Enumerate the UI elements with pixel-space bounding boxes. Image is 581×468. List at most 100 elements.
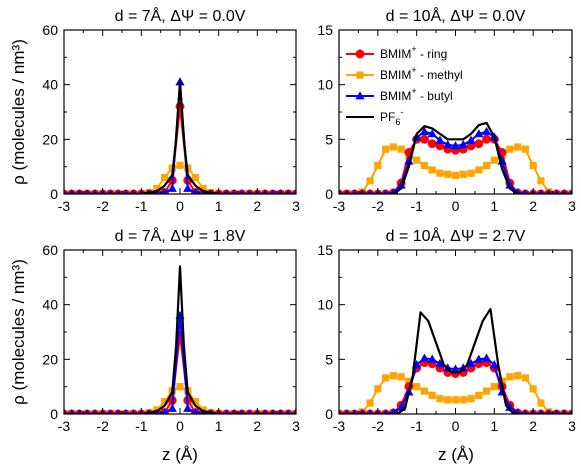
data-point-butyl [76, 409, 83, 414]
data-point-methyl [521, 374, 529, 382]
data-point-butyl [192, 407, 199, 414]
series-line-butyl [339, 130, 572, 194]
series-line-butyl [64, 80, 296, 194]
legend-label-methyl: BMIM+ - methyl [380, 65, 463, 82]
data-point-butyl [277, 189, 284, 194]
data-point-methyl [374, 385, 382, 393]
data-point-methyl [506, 145, 514, 153]
data-point-methyl [420, 161, 429, 170]
data-point-butyl [69, 189, 75, 194]
data-point-methyl [436, 395, 444, 403]
data-point-methyl [482, 161, 491, 170]
data-point-butyl [183, 403, 193, 412]
data-point-methyl [382, 145, 390, 153]
x-tick-label: 3 [292, 198, 300, 214]
legend-item-butyl: BMIM+ - butyl [346, 86, 453, 103]
data-point-butyl [474, 354, 484, 363]
data-point-methyl [374, 161, 382, 170]
data-point-butyl [505, 180, 515, 189]
y-tick-label: 5 [325, 131, 333, 147]
series-line-pf6 [339, 307, 572, 414]
data-point-butyl [130, 409, 137, 414]
x-tick-label: 3 [568, 418, 576, 434]
data-point-butyl [522, 189, 529, 194]
x-tick-label: -3 [333, 418, 346, 434]
data-point-butyl [569, 189, 572, 194]
x-tick-label: -3 [58, 198, 71, 214]
data-point-butyl [359, 409, 365, 414]
data-point-butyl [76, 189, 83, 194]
data-point-methyl [475, 166, 483, 174]
data-point-butyl [474, 129, 484, 138]
series-line-ring [64, 105, 296, 194]
data-point-methyl [382, 374, 390, 382]
data-point-methyl [191, 398, 200, 406]
data-point-butyl [553, 189, 560, 194]
legend-marker-butyl [355, 91, 365, 100]
x-tick-label: 0 [176, 198, 184, 214]
data-point-butyl [561, 409, 567, 414]
series-line-pf6 [339, 121, 572, 194]
data-point-butyl [223, 409, 230, 414]
x-tick-label: -2 [96, 418, 109, 434]
data-point-butyl [285, 409, 291, 414]
data-point-methyl [537, 399, 545, 407]
data-point-butyl [553, 409, 560, 414]
y-tick-label: 5 [325, 351, 333, 367]
data-point-butyl [489, 360, 499, 369]
data-point-ring [427, 139, 437, 149]
chart-panel-3: d = 7Å, ΔΨ = 1.8V -3 -2 -1 0 1 2 3 0 20 40 60 [42, 226, 300, 434]
data-point-butyl [130, 189, 137, 194]
data-point-butyl [339, 189, 342, 194]
data-point-butyl [64, 189, 67, 194]
series-group [64, 77, 296, 194]
data-point-butyl [64, 409, 67, 414]
data-point-butyl [223, 189, 230, 194]
chart-panel-1: d = 7Å, ΔΨ = 0.0V -3 -2 -1 0 1 2 3 0 20 40 60 [42, 6, 300, 214]
data-point-butyl [514, 408, 521, 414]
x-tick-label: -2 [372, 198, 385, 214]
data-point-methyl [459, 396, 467, 404]
data-point-butyl [458, 140, 468, 149]
legend-label-ring: BMIM+ - ring [380, 44, 447, 61]
y-tick-label: 40 [42, 77, 58, 93]
data-point-butyl [339, 409, 342, 414]
data-point-methyl [397, 145, 405, 153]
legend: BMIM+ - ring BMIM+ - methyl BMIM+ - butyl P… [346, 44, 463, 127]
y-tick-label: 15 [317, 22, 333, 38]
data-point-methyl [467, 395, 475, 403]
x-tick-label: 3 [292, 418, 300, 434]
data-point-butyl [246, 189, 253, 194]
panel-title: d = 10Å, ΔΨ = 2.7V [386, 226, 526, 245]
data-point-butyl [404, 156, 414, 165]
series-ring [64, 330, 296, 414]
data-point-butyl [123, 189, 129, 194]
x-tick-label: 2 [253, 198, 261, 214]
data-point-butyl [546, 409, 552, 414]
data-point-methyl [475, 391, 483, 400]
x-tick-label: -1 [135, 198, 148, 214]
data-point-methyl [176, 161, 184, 169]
data-point-butyl [167, 183, 177, 192]
data-point-methyl [444, 170, 452, 178]
data-point-butyl [419, 353, 430, 362]
series-pf6 [64, 80, 296, 194]
legend-marker-methyl [356, 71, 364, 79]
x-tick-label: 2 [529, 418, 537, 434]
data-point-methyl [413, 156, 421, 164]
data-point-methyl [506, 373, 514, 381]
data-point-butyl [344, 409, 350, 414]
series-line-pf6 [64, 80, 296, 194]
data-point-butyl [359, 189, 365, 194]
data-point-butyl [390, 408, 397, 414]
data-point-butyl [435, 135, 445, 144]
data-point-methyl [366, 399, 374, 407]
x-tick-label: 0 [452, 198, 460, 214]
data-point-methyl [199, 184, 207, 193]
data-point-butyl [450, 364, 461, 373]
data-point-methyl [482, 387, 491, 395]
x-tick-label: -2 [96, 198, 109, 214]
chart-panel-4: d = 10Å, ΔΨ = 2.7V -3 -2 -1 0 1 2 3 0 5 10 15 [317, 226, 576, 434]
data-point-methyl [160, 398, 169, 406]
